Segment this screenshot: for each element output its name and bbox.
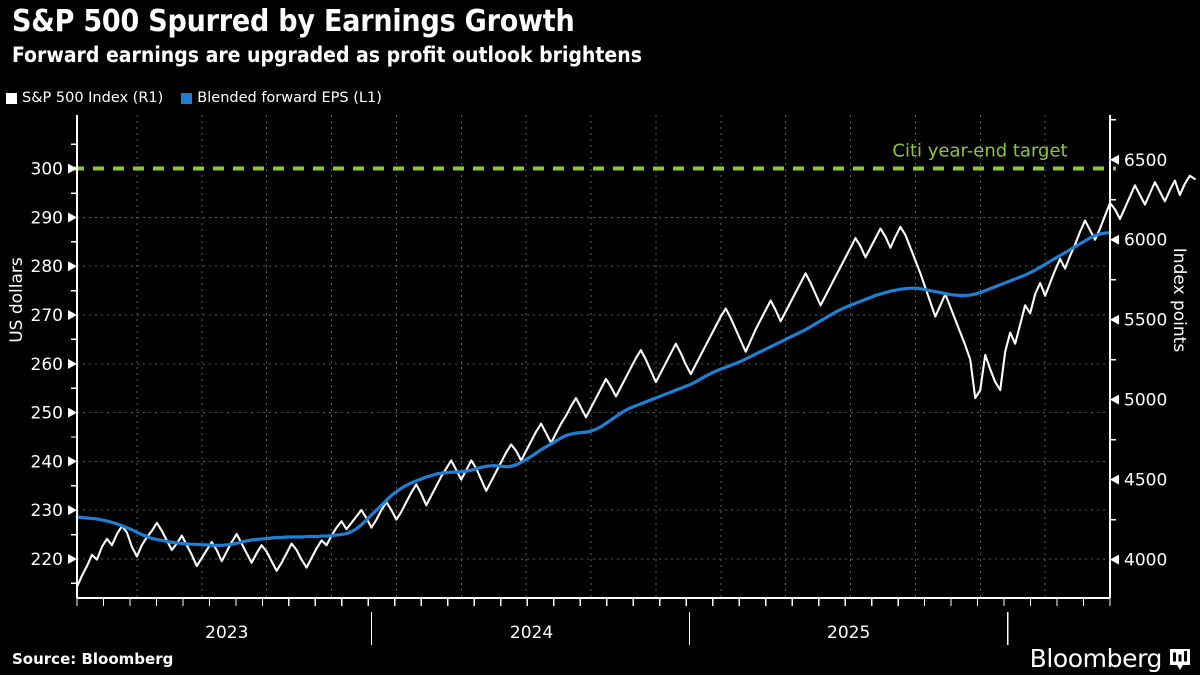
y-axis-right-tick-label: 6500: [1124, 151, 1167, 171]
page-subtitle: Forward earnings are upgraded as profit …: [12, 43, 642, 67]
y-axis-left-tick-label: 270: [31, 306, 63, 326]
series-line-eps: [75, 230, 1112, 547]
bloomberg-brand: Bloomberg: [1030, 646, 1190, 672]
legend-swatch-eps: [181, 92, 193, 104]
y-axis-left-tick-marker: [68, 505, 77, 516]
y-axis-right-tick-label: 6000: [1124, 231, 1167, 251]
y-axis-left-tick-label: 250: [31, 404, 63, 424]
y-axis-left-tick-label: 230: [31, 501, 63, 521]
citi-target-label: Citi year-end target: [892, 141, 1067, 162]
y-axis-left-tick-label: 300: [31, 160, 63, 180]
y-axis-left-tick-label: 280: [31, 257, 63, 277]
x-axis-year-label: 2023: [205, 623, 248, 643]
y-axis-right-tick-label: 5000: [1124, 391, 1167, 411]
source-note: Source: Bloomberg: [12, 650, 174, 668]
y-axis-left-tick-marker: [68, 212, 77, 223]
legend-swatch-sp500: [6, 92, 17, 104]
y-axis-left-tick-marker: [68, 310, 77, 321]
brand-wordmark: Bloomberg: [1029, 644, 1163, 673]
y-axis-left-tick-marker: [68, 261, 77, 272]
series-line-sp500: [75, 174, 1196, 588]
y-axis-left-tick-label: 220: [31, 550, 63, 570]
y-axis-left-tick-label: 260: [31, 355, 63, 375]
y-axis-left-tick-label: 290: [31, 208, 63, 228]
legend-label-eps: Blended forward EPS (L1): [197, 90, 382, 106]
y-axis-left-tick-marker: [68, 163, 77, 174]
y-axis-left-tick-label: 240: [31, 452, 63, 472]
y-axis-left-tick-marker: [68, 358, 77, 369]
x-axis-year-label: 2025: [827, 623, 870, 643]
legend-item-sp500: S&P 500 Index (R1): [6, 90, 163, 106]
page-title: S&P 500 Spurred by Earnings Growth: [12, 4, 575, 39]
y-axis-left-tick-marker: [68, 456, 77, 467]
y-axis-left-tick-marker: [68, 553, 77, 564]
x-axis-year-label: 2024: [510, 623, 553, 643]
y-axis-right-tick-label: 4500: [1124, 471, 1167, 491]
bloomberg-bars-icon: [1170, 648, 1190, 670]
y-axis-right-tick-label: 4000: [1124, 551, 1167, 571]
legend-item-eps: Blended forward EPS (L1): [181, 90, 382, 106]
legend-label-sp500: S&P 500 Index (R1): [22, 90, 164, 106]
chart-legend: S&P 500 Index (R1) Blended forward EPS (…: [6, 88, 382, 108]
y-axis-right-tick-label: 5500: [1124, 311, 1167, 331]
y-axis-left-tick-marker: [68, 407, 77, 418]
